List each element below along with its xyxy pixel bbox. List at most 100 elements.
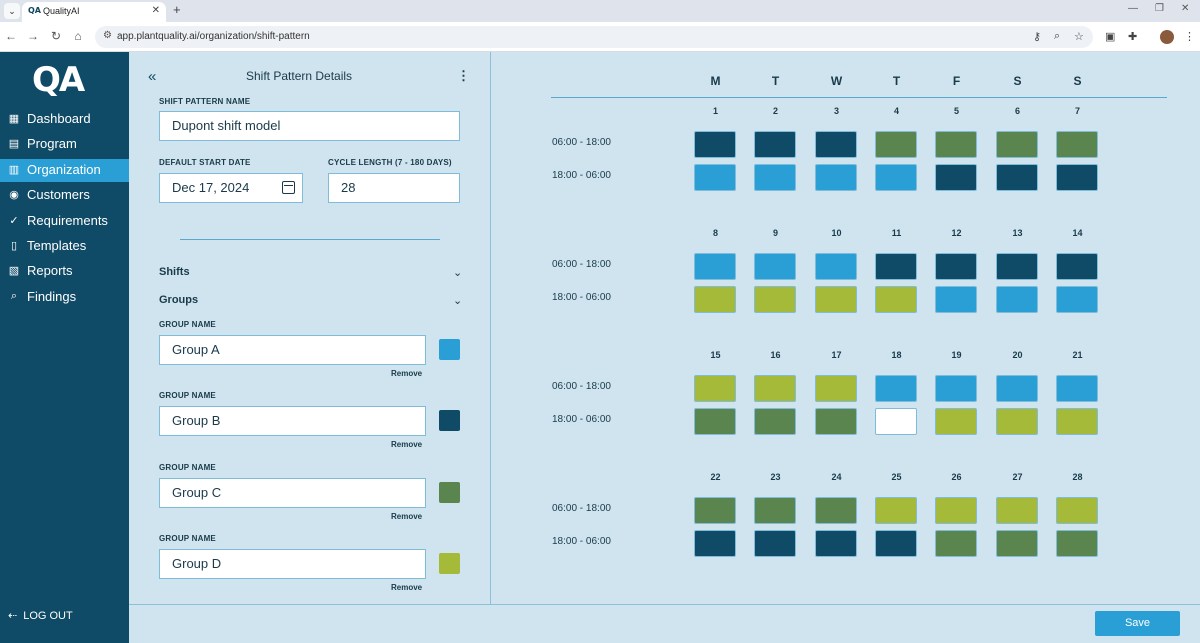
shift-cell[interactable] bbox=[815, 375, 857, 402]
more-options-icon[interactable]: ⋮ bbox=[457, 68, 470, 83]
sidebar-item-requirements[interactable]: ✓ Requirements bbox=[0, 210, 129, 233]
chevron-down-icon[interactable]: ⌄ bbox=[453, 295, 463, 307]
pattern-name-field[interactable]: Dupont shift model bbox=[159, 111, 460, 141]
shift-cell[interactable] bbox=[875, 408, 917, 435]
shift-cell[interactable] bbox=[875, 530, 917, 557]
group-c-color-swatch[interactable] bbox=[439, 482, 460, 503]
shift-cell[interactable] bbox=[1056, 375, 1098, 402]
shift-cell[interactable] bbox=[694, 253, 736, 280]
collapse-panel-icon[interactable]: « bbox=[148, 68, 157, 85]
back-icon[interactable]: ← bbox=[5, 29, 17, 43]
group-c-name-field[interactable]: Group C bbox=[159, 478, 426, 508]
chevron-down-icon[interactable]: ⌄ bbox=[453, 267, 463, 279]
group-d-name-field[interactable]: Group D bbox=[159, 549, 426, 579]
home-icon[interactable]: ⌂ bbox=[74, 29, 82, 43]
shift-cell[interactable] bbox=[815, 253, 857, 280]
sidebar-item-organization[interactable]: ▥ Organization bbox=[0, 159, 129, 182]
groups-section-header[interactable]: Groups bbox=[159, 294, 199, 306]
sidebar-item-reports[interactable]: ▧ Reports bbox=[0, 260, 129, 283]
shift-cell[interactable] bbox=[815, 408, 857, 435]
shift-cell[interactable] bbox=[815, 286, 857, 313]
browser-menu-icon[interactable]: ⋮ bbox=[1184, 31, 1195, 43]
shift-cell[interactable] bbox=[694, 408, 736, 435]
restore-icon[interactable]: ❐ bbox=[1155, 3, 1164, 14]
shift-cell[interactable] bbox=[1056, 131, 1098, 158]
shift-cell[interactable] bbox=[996, 164, 1038, 191]
sidebar-item-dashboard[interactable]: ▦ Dashboard bbox=[0, 108, 129, 131]
shift-cell[interactable] bbox=[754, 286, 796, 313]
calendar-picker-icon[interactable] bbox=[282, 181, 295, 194]
site-settings-icon[interactable]: ⚙ bbox=[103, 30, 112, 41]
extension-icon[interactable]: ▣ bbox=[1105, 31, 1116, 43]
shift-cell[interactable] bbox=[996, 408, 1038, 435]
browser-tab[interactable]: QA QualityAI ✕ bbox=[22, 2, 166, 22]
shift-cell[interactable] bbox=[875, 375, 917, 402]
group-d-color-swatch[interactable] bbox=[439, 553, 460, 574]
shift-cell[interactable] bbox=[1056, 408, 1098, 435]
shift-cell[interactable] bbox=[875, 497, 917, 524]
shift-cell[interactable] bbox=[935, 375, 977, 402]
forward-icon[interactable]: → bbox=[27, 29, 39, 43]
sidebar-item-templates[interactable]: ▯ Templates bbox=[0, 235, 129, 258]
group-a-color-swatch[interactable] bbox=[439, 339, 460, 360]
shift-cell[interactable] bbox=[996, 286, 1038, 313]
shift-cell[interactable] bbox=[875, 253, 917, 280]
shift-cell[interactable] bbox=[754, 164, 796, 191]
shift-cell[interactable] bbox=[694, 131, 736, 158]
shift-cell[interactable] bbox=[935, 164, 977, 191]
profile-avatar[interactable] bbox=[1160, 30, 1174, 44]
logout-button[interactable]: ⇠ LOG OUT bbox=[8, 609, 79, 622]
shift-cell[interactable] bbox=[754, 253, 796, 280]
shift-cell[interactable] bbox=[1056, 530, 1098, 557]
zoom-icon[interactable]: ⌕ bbox=[1054, 30, 1061, 42]
shift-cell[interactable] bbox=[754, 131, 796, 158]
remove-group-b-button[interactable]: Remove bbox=[391, 440, 423, 449]
sidebar-item-program[interactable]: ▤ Program bbox=[0, 133, 129, 156]
shift-cell[interactable] bbox=[754, 497, 796, 524]
shift-cell[interactable] bbox=[935, 131, 977, 158]
group-b-name-field[interactable]: Group B bbox=[159, 406, 426, 436]
tab-search-icon[interactable]: ⌄ bbox=[4, 3, 20, 19]
shift-cell[interactable] bbox=[996, 131, 1038, 158]
shift-cell[interactable] bbox=[875, 286, 917, 313]
minimize-icon[interactable]: — bbox=[1128, 3, 1138, 14]
shift-cell[interactable] bbox=[1056, 164, 1098, 191]
shift-cell[interactable] bbox=[875, 131, 917, 158]
shift-cell[interactable] bbox=[935, 286, 977, 313]
shift-cell[interactable] bbox=[754, 408, 796, 435]
shift-cell[interactable] bbox=[815, 164, 857, 191]
shifts-section-header[interactable]: Shifts bbox=[159, 266, 190, 278]
shift-cell[interactable] bbox=[694, 286, 736, 313]
shift-cell[interactable] bbox=[694, 164, 736, 191]
cycle-length-field[interactable]: 28 bbox=[328, 173, 460, 203]
shift-cell[interactable] bbox=[1056, 253, 1098, 280]
shift-cell[interactable] bbox=[754, 530, 796, 557]
shift-cell[interactable] bbox=[1056, 497, 1098, 524]
shift-cell[interactable] bbox=[815, 530, 857, 557]
shift-cell[interactable] bbox=[996, 497, 1038, 524]
shift-cell[interactable] bbox=[996, 253, 1038, 280]
password-key-icon[interactable]: ⚷ bbox=[1033, 31, 1042, 43]
new-tab-icon[interactable]: + bbox=[173, 2, 181, 17]
shift-cell[interactable] bbox=[694, 375, 736, 402]
sidebar-item-findings[interactable]: ⌕ Findings bbox=[0, 286, 129, 309]
close-tab-icon[interactable]: ✕ bbox=[151, 5, 160, 16]
shift-cell[interactable] bbox=[1056, 286, 1098, 313]
shift-cell[interactable] bbox=[815, 497, 857, 524]
puzzle-icon[interactable]: ✚ bbox=[1128, 31, 1138, 43]
group-b-color-swatch[interactable] bbox=[439, 410, 460, 431]
remove-group-d-button[interactable]: Remove bbox=[391, 583, 423, 592]
shift-cell[interactable] bbox=[996, 375, 1038, 402]
shift-cell[interactable] bbox=[935, 408, 977, 435]
shift-cell[interactable] bbox=[935, 497, 977, 524]
remove-group-a-button[interactable]: Remove bbox=[391, 369, 423, 378]
shift-cell[interactable] bbox=[815, 131, 857, 158]
shift-cell[interactable] bbox=[996, 530, 1038, 557]
save-button[interactable]: Save bbox=[1095, 611, 1180, 636]
shift-cell[interactable] bbox=[935, 253, 977, 280]
url-input[interactable]: ⚙ app.plantquality.ai/organization/shift… bbox=[95, 26, 1093, 48]
bookmark-star-icon[interactable]: ☆ bbox=[1074, 31, 1084, 43]
close-window-icon[interactable]: ✕ bbox=[1181, 3, 1190, 14]
shift-cell[interactable] bbox=[754, 375, 796, 402]
group-a-name-field[interactable]: Group A bbox=[159, 335, 426, 365]
